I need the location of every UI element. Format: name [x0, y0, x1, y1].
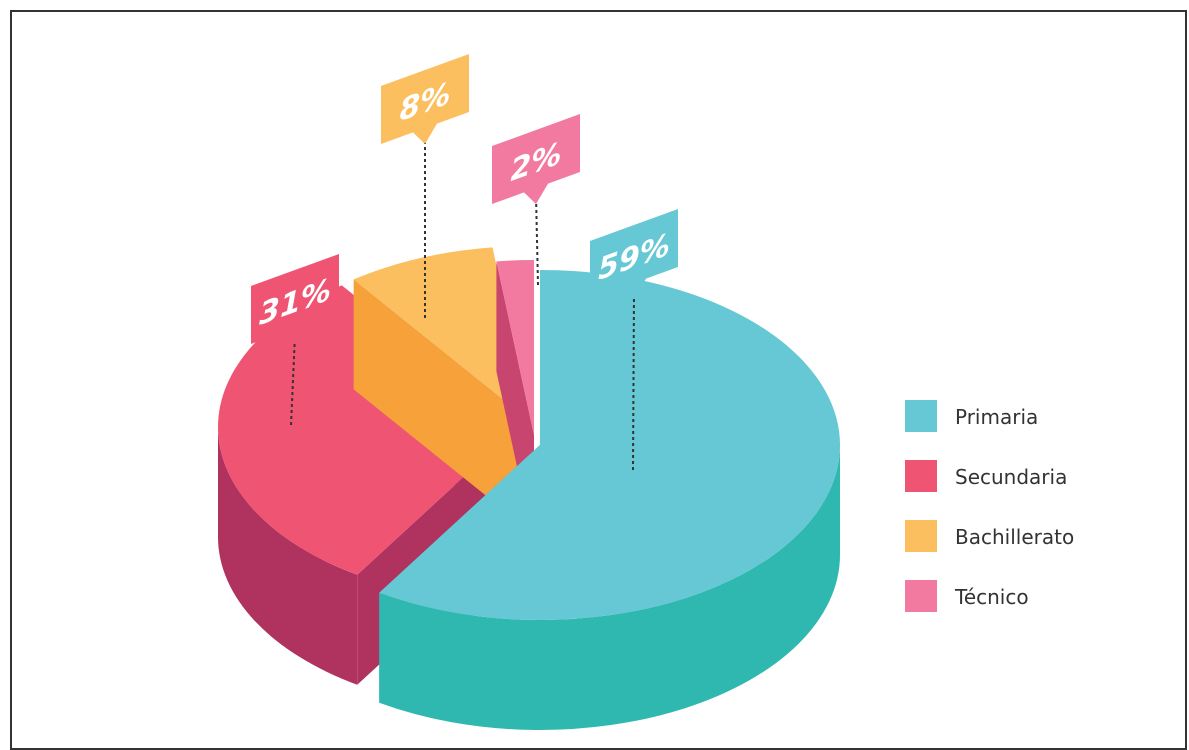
callout-tag-bachillerato: 8%: [381, 53, 469, 145]
callout-tag-tcnico: 2%: [492, 113, 580, 205]
slice-bachillerato: [353, 247, 530, 421]
slice-side-primaria: [379, 445, 841, 730]
legend-label-primaria: Primaria: [955, 405, 1038, 429]
legend-label-bachillerato: Bachillerato: [955, 525, 1074, 549]
legend: Primaria Secundaria Bachillerato Técnico: [905, 400, 1074, 612]
callout-bg-tcnico: [492, 113, 580, 205]
callout-line-primaria: [632, 289, 635, 471]
pie-layer: [218, 247, 841, 730]
legend-swatch-secundaria: [905, 460, 937, 492]
callout-bg-secundaria: [251, 253, 339, 345]
legend-swatch-primaria: [905, 400, 937, 432]
callout-bg-bachillerato: [381, 53, 469, 145]
legend-label-tcnico: Técnico: [954, 585, 1029, 609]
legend-label-secundaria: Secundaria: [955, 465, 1067, 489]
legend-swatch-bachillerato: [905, 520, 937, 552]
callout-line-tcnico: [535, 194, 539, 286]
callout-bg-primaria: [590, 208, 678, 300]
slice-side-secundaria: [218, 427, 358, 685]
legend-swatch-tcnico: [905, 580, 937, 612]
callout-layer: 59%31%8%2%: [251, 53, 678, 471]
slice-face-bachillerato: [353, 279, 530, 531]
slice-primaria: [379, 270, 840, 620]
slice-tcnico: [496, 260, 534, 435]
